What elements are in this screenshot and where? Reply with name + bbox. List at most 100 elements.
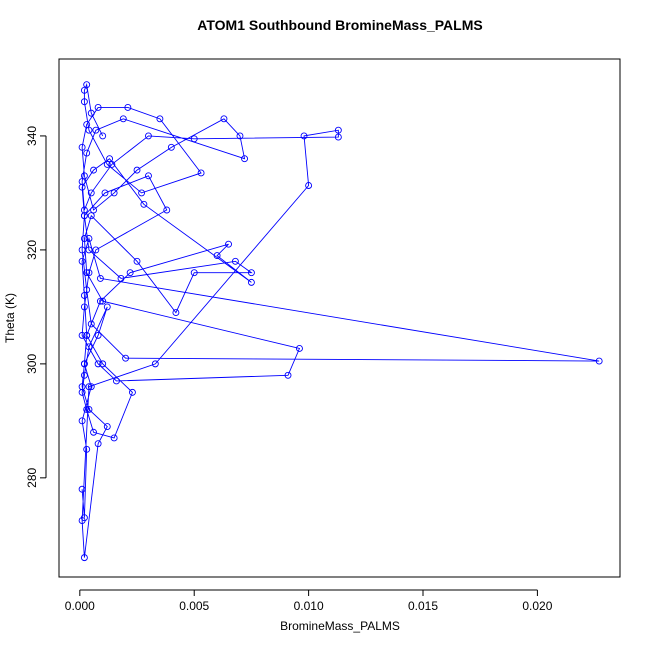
data-point (85, 235, 93, 242)
data-point (236, 132, 244, 140)
data-point (80, 235, 88, 242)
data-point (80, 554, 88, 562)
data-point (156, 115, 164, 123)
data-point (190, 269, 198, 277)
data-point (128, 388, 136, 396)
data-point (78, 143, 86, 151)
data-point (96, 274, 104, 282)
data-point (78, 383, 86, 391)
data-point (220, 115, 228, 123)
data-point (595, 357, 603, 365)
data-point (85, 406, 93, 413)
data-point (99, 360, 107, 368)
data-point (80, 172, 88, 180)
data-point (300, 132, 308, 140)
data-point (213, 252, 221, 260)
data-point (190, 135, 198, 143)
data-point (167, 143, 175, 151)
data-point (85, 269, 93, 277)
data-point (133, 257, 141, 265)
data-point (87, 383, 95, 391)
data-point (85, 343, 93, 351)
data-point (231, 257, 239, 265)
data-point (83, 121, 91, 128)
data-point (83, 269, 91, 277)
data-point (78, 331, 86, 339)
data-point (334, 126, 342, 134)
data-point (78, 257, 86, 265)
data-point (78, 246, 86, 254)
y-tick-label: 300 (25, 354, 39, 374)
data-point (145, 132, 152, 140)
data-point (163, 206, 171, 214)
x-tick-label: 0.020 (522, 599, 552, 613)
plot-frame (58, 58, 621, 578)
data-point (334, 133, 342, 141)
data-point (197, 169, 205, 177)
data-point (85, 246, 93, 254)
data-point (101, 189, 109, 197)
data-point (138, 189, 146, 197)
data-point (80, 360, 88, 368)
data-point (92, 246, 100, 254)
data-point (225, 240, 232, 248)
data-point (296, 345, 303, 352)
data-point (83, 286, 91, 294)
data-point (87, 109, 95, 117)
data-point (80, 292, 88, 299)
data-point (103, 423, 111, 431)
data-point (87, 189, 95, 197)
data-point (124, 103, 132, 111)
data-point (103, 160, 111, 168)
data-point (99, 297, 107, 305)
data-point (83, 81, 91, 89)
data-point (90, 206, 97, 214)
data-point (241, 155, 249, 163)
data-point (80, 206, 88, 214)
data-point (80, 98, 88, 106)
data-point (80, 371, 88, 379)
data-point (78, 417, 86, 425)
data-point (90, 428, 97, 436)
data-point (172, 309, 180, 317)
data-point (110, 189, 118, 197)
data-point (140, 200, 148, 208)
data-point (103, 303, 111, 311)
data-point (305, 182, 313, 189)
x-tick-label: 0.010 (294, 599, 324, 613)
data-point (133, 166, 141, 174)
data-point (78, 485, 86, 493)
data-point (122, 354, 130, 362)
data-point (85, 126, 93, 134)
data-point (110, 434, 118, 442)
data-point (94, 103, 102, 111)
data-point (284, 371, 292, 379)
data-point (78, 178, 86, 185)
x-tick-label: 0.005 (179, 599, 209, 613)
data-point (83, 406, 91, 413)
data-point (92, 126, 100, 134)
data-point (247, 278, 255, 286)
data-point (117, 274, 125, 282)
data-line (81, 82, 600, 558)
data-point (80, 86, 88, 94)
chart-title: ATOM1 Southbound BromineMass_PALMS (197, 17, 482, 33)
data-point (90, 166, 97, 174)
y-tick-label: 280 (25, 468, 39, 488)
data-point (145, 172, 152, 180)
data-point (99, 132, 107, 140)
data-point (83, 445, 91, 453)
data-point (112, 377, 120, 385)
data-point (83, 149, 91, 157)
data-point (80, 303, 88, 311)
data-point (94, 440, 102, 448)
data-point (119, 115, 127, 123)
data-point (126, 269, 134, 277)
data-point (96, 297, 104, 305)
x-axis-label: BromineMass_PALMS (280, 619, 400, 633)
data-point (94, 331, 102, 339)
y-tick-label: 320 (25, 240, 39, 260)
data-point (151, 360, 159, 368)
data-point (87, 320, 95, 328)
